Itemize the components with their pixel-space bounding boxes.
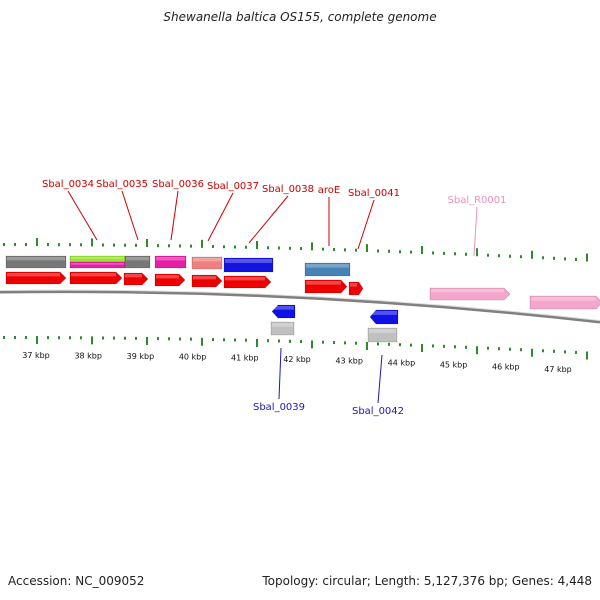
- leader-line: [357, 199, 375, 250]
- gene-label: Sbal_0039: [253, 402, 305, 413]
- backbone-layer: [0, 289, 600, 324]
- reverse-cds-arrow-shine: [371, 311, 397, 315]
- leader-line: [473, 206, 478, 257]
- scale-label: 41 kbp: [231, 354, 259, 363]
- forward-cds-arrow: [123, 272, 149, 286]
- accession-text: Accession: NC_009052: [8, 574, 145, 588]
- rna-arrow-shine: [531, 297, 596, 301]
- cog-block: [223, 257, 274, 273]
- rna-arrow: [429, 287, 511, 301]
- scale-label: 43 kbp: [335, 356, 363, 365]
- gene-label: Sbal_R0001: [448, 195, 507, 206]
- genome-backbone: [0, 290, 600, 324]
- forward-cds-arrow-shine: [306, 281, 341, 285]
- feature-labels: Sbal_0034 Sbal_0035 Sbal_0036 Sbal_0037 Sbal…: [42, 179, 507, 417]
- reverse-cds-arrow: [271, 304, 296, 319]
- scale-label: 38 kbp: [74, 351, 102, 360]
- gene-label: Sbal_0035: [96, 179, 148, 190]
- scale-label: 42 kbp: [283, 355, 311, 364]
- cog-block-shine: [369, 329, 396, 333]
- cog-block: [124, 255, 151, 269]
- map-title: Shewanella baltica OS155, complete genom…: [163, 10, 437, 24]
- forward-cds-arrow: [348, 281, 364, 296]
- genome-backbone-highlight: [0, 289, 600, 321]
- forward-cds-arrow: [154, 273, 186, 287]
- cog-block: [304, 262, 351, 277]
- rna-arrow: [529, 295, 600, 310]
- scale-label: 45 kbp: [440, 360, 468, 369]
- scale-label: 40 kbp: [179, 353, 207, 362]
- cog-block-shine: [225, 259, 272, 263]
- scale-label: 39 kbp: [127, 352, 155, 361]
- forward-cds-arrow-shine: [71, 273, 116, 277]
- forward-cds-arrow: [5, 271, 67, 285]
- forward-cds-arrow: [223, 275, 272, 289]
- leader-line: [377, 354, 383, 404]
- forward-cds-arrow: [69, 271, 123, 285]
- cog-block-shine: [306, 264, 349, 268]
- forward-cds-arrow-shine: [125, 274, 142, 278]
- forward-cds-arrow-shine: [156, 275, 179, 279]
- gene-label: Sbal_0038: [262, 184, 314, 195]
- rna-arrow-shine: [431, 289, 504, 293]
- gene-label: Sbal_0034: [42, 179, 94, 190]
- cog-block: [5, 255, 67, 269]
- reverse-cds-arrow-shine: [273, 306, 294, 310]
- gene-label: Sbal_0042: [352, 406, 404, 417]
- cog-block-shine: [71, 257, 124, 259]
- forward-cds-arrow-shine: [7, 273, 60, 277]
- leader-line: [248, 195, 289, 244]
- leader-line: [170, 190, 179, 241]
- forward-cds-arrow: [304, 279, 348, 294]
- cog-block: [270, 321, 295, 336]
- cog-block-shine: [156, 257, 185, 261]
- gene-label: Sbal_0036: [152, 179, 204, 190]
- cog-block: [69, 261, 126, 269]
- cog-block-shine: [71, 263, 124, 265]
- cog-block: [154, 255, 187, 269]
- forward-cds-arrow-shine: [193, 276, 216, 280]
- gene-label: aroE: [318, 185, 340, 196]
- cog-block-shine: [193, 258, 221, 262]
- scale-label: 37 kbp: [22, 351, 50, 360]
- cog-block-shine: [7, 257, 65, 261]
- scale-label: 46 kbp: [492, 363, 520, 372]
- cog-block: [367, 327, 398, 343]
- cog-block-shine: [126, 257, 149, 261]
- scale-labels: 37 kbp 38 kbp 39 kbp 40 kbp 41 kbp 42 kbp 43 k…: [22, 351, 572, 374]
- genome-summary-text: Topology: circular; Length: 5,127,376 bp…: [262, 574, 592, 588]
- gene-label: Sbal_0037: [207, 181, 259, 192]
- reverse-cds-arrow: [369, 309, 399, 325]
- gene-label: Sbal_0041: [348, 188, 400, 199]
- tick-layer: [3, 238, 588, 360]
- leader-line: [67, 190, 98, 241]
- cog-block-shine: [272, 323, 293, 327]
- forward-cds-arrow-shine: [225, 277, 265, 281]
- feature-blocks: [5, 255, 600, 343]
- cog-block: [69, 255, 126, 263]
- scale-label: 44 kbp: [388, 358, 416, 367]
- leader-line: [207, 192, 234, 242]
- leader-line: [278, 347, 282, 400]
- cog-block: [191, 256, 223, 270]
- leader-line: [121, 190, 139, 241]
- forward-cds-arrow-shine: [350, 283, 357, 287]
- forward-cds-arrow: [191, 274, 223, 288]
- scale-label: 47 kbp: [544, 365, 572, 374]
